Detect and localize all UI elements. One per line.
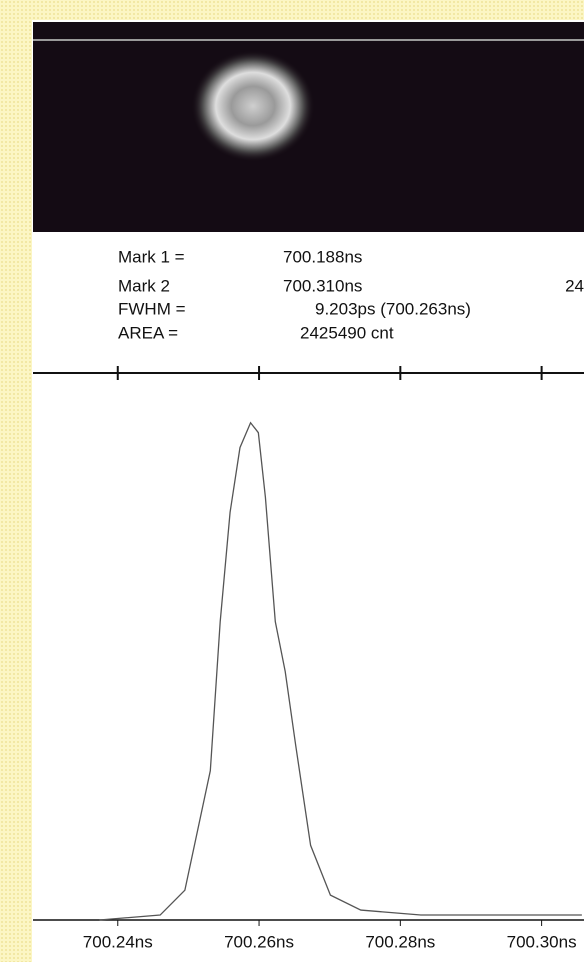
- readout-value: 700.188ns: [283, 247, 362, 266]
- x-tick-label: 700.30ns: [507, 932, 577, 951]
- x-tick-label: 700.28ns: [365, 932, 435, 951]
- readout-label: Mark 1 =: [118, 247, 185, 266]
- readout-label: AREA =: [118, 323, 178, 342]
- x-tick-label: 700.24ns: [83, 932, 153, 951]
- readout-value: 700.310ns: [283, 276, 362, 295]
- screen: Mark 1 = 700.188ns Mark 2 700.310ns 24 F…: [0, 0, 584, 962]
- readout-value: 9.203ps (700.263ns): [315, 299, 471, 318]
- page: Mark 1 = 700.188ns Mark 2 700.310ns 24 F…: [0, 0, 584, 962]
- beam-spot: [191, 50, 315, 162]
- readout-value: 24: [565, 276, 584, 295]
- x-tick-label: 700.26ns: [224, 932, 294, 951]
- readout-label: FWHM =: [118, 299, 186, 318]
- readout-label: Mark 2: [118, 276, 170, 295]
- readout-value: 2425490 cnt: [300, 323, 394, 342]
